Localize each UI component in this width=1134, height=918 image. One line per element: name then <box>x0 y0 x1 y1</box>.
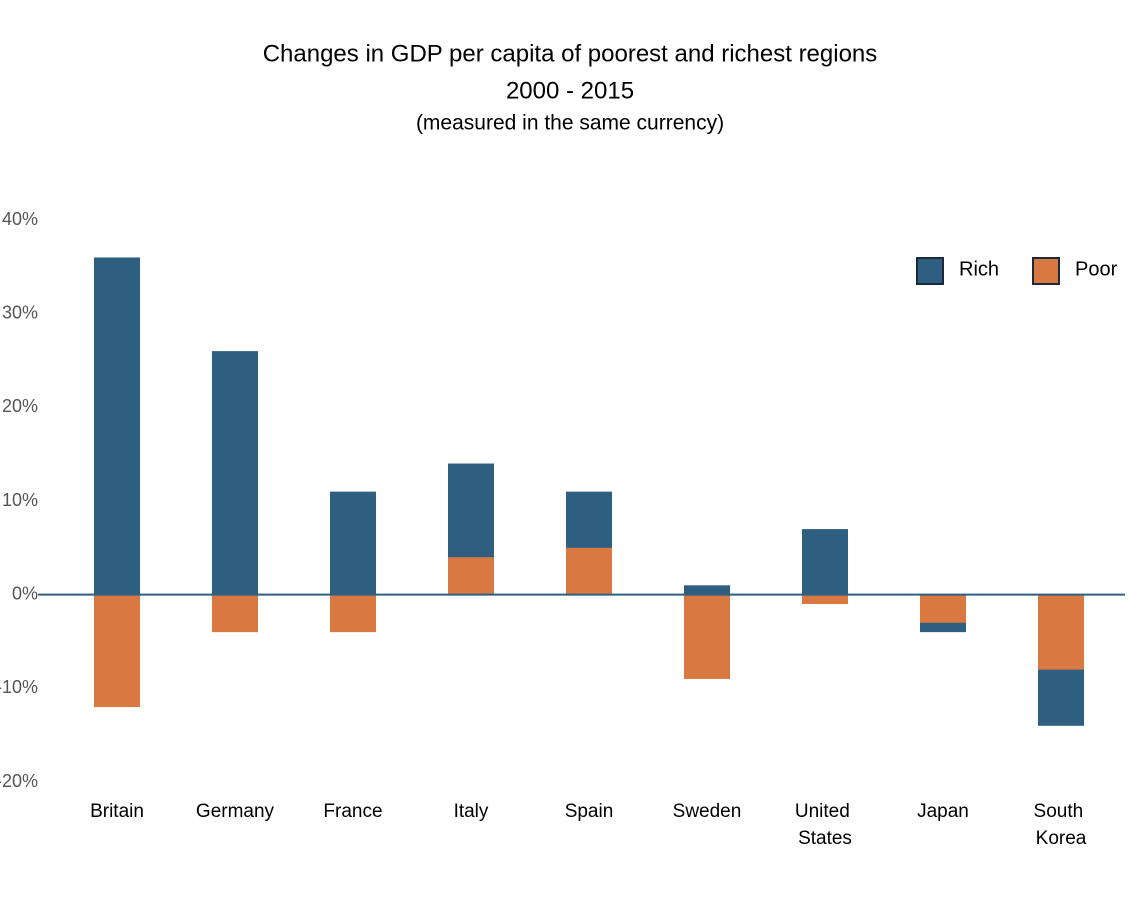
bar <box>802 594 848 605</box>
bar <box>94 257 140 595</box>
x-tick-label: Spain <box>565 801 614 822</box>
bar <box>330 594 376 633</box>
bar <box>566 547 612 595</box>
y-tick-label: 40% <box>2 209 38 229</box>
y-tick-label: 10% <box>2 490 38 510</box>
y-tick-label: 20% <box>2 396 38 416</box>
y-tick-label: -10% <box>0 677 38 697</box>
bar <box>1038 594 1084 670</box>
x-tick-label: Japan <box>917 801 969 822</box>
chart-subtitle: 2000 - 2015 <box>506 77 634 104</box>
bar <box>330 491 376 595</box>
bar <box>448 557 494 595</box>
legend-label: Rich <box>959 258 999 280</box>
x-tick-label: South Korea <box>1034 801 1089 849</box>
y-tick-label: 0% <box>12 583 38 603</box>
y-tick-label: 30% <box>2 302 38 322</box>
x-tick-label: United States <box>795 801 855 849</box>
x-tick-label: France <box>323 801 382 822</box>
chart-note: (measured in the same currency) <box>416 112 724 135</box>
bar <box>212 594 258 633</box>
x-tick-label: Sweden <box>673 801 742 822</box>
bar <box>920 594 966 623</box>
y-tick-label: -20% <box>0 771 38 791</box>
bar <box>212 351 258 595</box>
legend-label: Poor <box>1075 258 1118 280</box>
x-tick-label: Britain <box>90 801 144 822</box>
bar <box>684 585 730 595</box>
bar <box>802 529 848 595</box>
legend-swatch <box>916 257 944 285</box>
bar <box>94 594 140 708</box>
legend-swatch <box>1032 257 1060 285</box>
x-tick-label: Germany <box>196 801 275 822</box>
bar <box>684 594 730 679</box>
x-tick-label: Italy <box>454 801 489 822</box>
chart-title: Changes in GDP per capita of poorest and… <box>263 40 878 67</box>
